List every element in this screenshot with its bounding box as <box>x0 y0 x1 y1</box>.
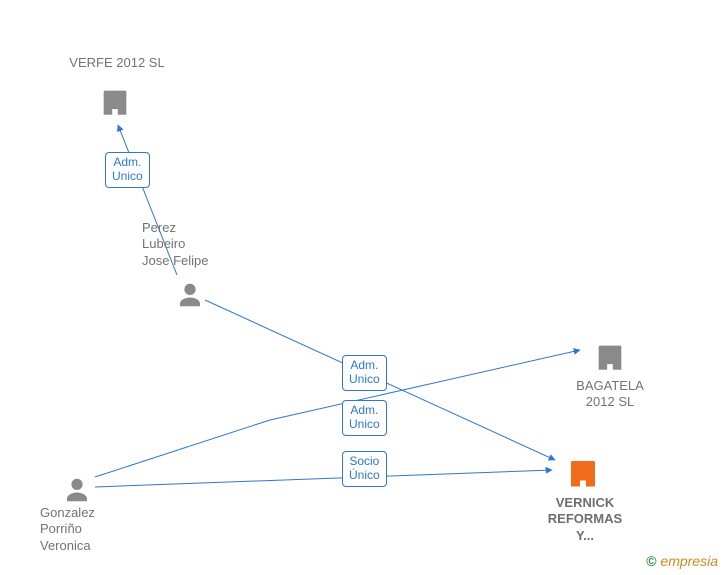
person-icon <box>175 280 205 310</box>
company-label-vernick: VERNICK REFORMAS Y... <box>540 495 630 544</box>
edge-label-gonzalez-bagatela: Adm. Unico <box>342 400 387 436</box>
person-icon <box>62 475 92 505</box>
person-node-gonzalez[interactable] <box>62 475 92 505</box>
company-node-verfe[interactable] <box>98 85 132 119</box>
brand-name: empresia <box>660 553 718 569</box>
edge-label-perez-vernick: Adm. Unico <box>342 355 387 391</box>
edge-label-perez-verfe: Adm. Unico <box>105 152 150 188</box>
edge-gonzalez-vernick <box>95 470 552 487</box>
company-node-vernick[interactable] <box>565 455 599 489</box>
company-node-bagatela[interactable] <box>593 340 627 374</box>
person-label-perez: Perez Lubeiro Jose Felipe <box>142 220 232 269</box>
company-label-verfe: VERFE 2012 SL <box>62 55 172 71</box>
building-icon <box>98 85 132 119</box>
person-node-perez[interactable] <box>175 280 205 310</box>
edge-label-gonzalez-vernick: Socio Único <box>342 451 387 487</box>
edge-gonzalez-bagatela <box>95 350 580 477</box>
company-label-bagatela: BAGATELA 2012 SL <box>570 378 650 411</box>
building-icon <box>593 340 627 374</box>
attribution: © empresia <box>646 553 718 569</box>
building-icon <box>565 455 601 491</box>
copyright-symbol: © <box>646 553 656 569</box>
person-label-gonzalez: Gonzalez Porriño Veronica <box>40 505 120 554</box>
